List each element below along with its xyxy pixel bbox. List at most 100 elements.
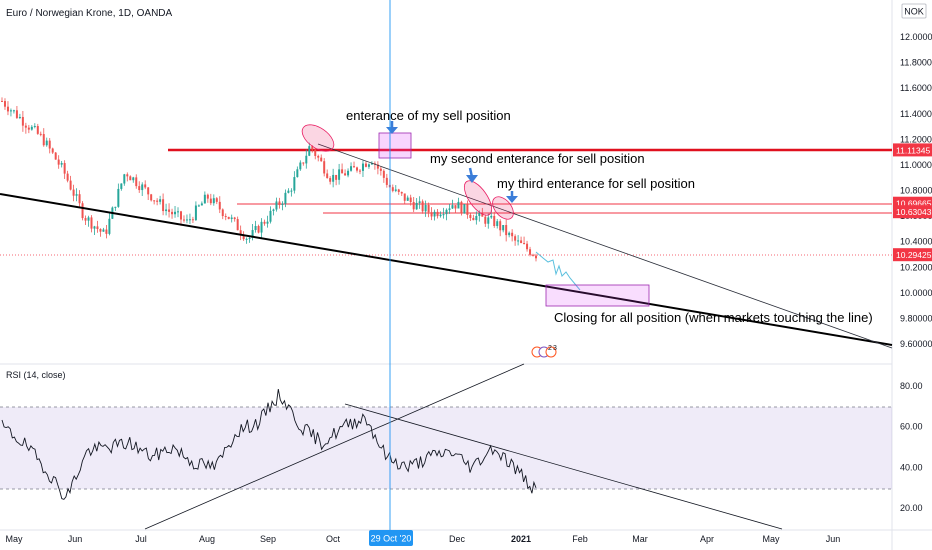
candle-body xyxy=(308,146,311,156)
target-box[interactable] xyxy=(545,284,650,307)
candle-body xyxy=(326,173,329,179)
time-tick-label: Dec xyxy=(449,534,466,544)
time-tick-label: Jun xyxy=(68,534,83,544)
candle-body xyxy=(30,126,33,130)
candle-body xyxy=(502,225,505,231)
candle-body xyxy=(15,110,18,118)
entry-ellipse-3[interactable] xyxy=(489,193,518,223)
time-tick-label: Mar xyxy=(632,534,648,544)
candle-body xyxy=(367,164,370,167)
candle-body xyxy=(472,217,475,221)
currency-badge[interactable] xyxy=(901,3,927,19)
candle-body xyxy=(478,212,481,216)
candle-body xyxy=(457,201,460,209)
price-label-badge xyxy=(893,143,932,157)
entry-box-1[interactable] xyxy=(378,132,412,159)
candle-body xyxy=(442,214,445,216)
annotation-third-entry[interactable]: my third enterance for sell position xyxy=(497,176,695,191)
candle-body xyxy=(206,194,209,199)
candle-body xyxy=(203,194,206,204)
annotation-closing[interactable]: Closing for all position (when markets t… xyxy=(554,310,873,325)
time-tick-label: May xyxy=(762,534,780,544)
candle-body xyxy=(463,204,466,214)
projection-path xyxy=(535,251,581,291)
candle-body xyxy=(135,177,138,187)
price-tick-label: 9.60000 xyxy=(900,339,932,349)
candle-body xyxy=(275,201,278,210)
events-badge-icon[interactable]: 2 3 xyxy=(531,345,557,358)
candle-body xyxy=(358,170,361,172)
candle-body xyxy=(350,166,353,171)
candle-body xyxy=(418,201,421,203)
price-label-badge xyxy=(893,248,932,262)
rsi-tick-label: 40.00 xyxy=(900,462,923,472)
candle-body xyxy=(356,167,359,171)
price-label-text: 10.29425 xyxy=(896,250,932,260)
candle-body xyxy=(221,209,224,217)
candle-body xyxy=(293,177,296,191)
entry-ellipse-1[interactable] xyxy=(298,119,339,156)
candle-body xyxy=(138,186,141,191)
candle-body xyxy=(120,183,123,189)
candle-body xyxy=(296,169,299,178)
candle-body xyxy=(126,174,129,177)
candle-body xyxy=(517,240,520,242)
rsi-line xyxy=(1,389,537,500)
candle-body xyxy=(397,189,400,192)
svg-text:2: 2 xyxy=(548,345,552,352)
rsi-ascending-trendline[interactable] xyxy=(144,363,525,530)
time-tick-label: Jul xyxy=(135,534,147,544)
candle-body xyxy=(508,232,511,236)
candle-body xyxy=(197,205,200,207)
candle-body xyxy=(90,217,93,229)
candle-body xyxy=(200,203,203,206)
candle-body xyxy=(400,191,403,194)
annotation-second-entry[interactable]: my second enterance for sell position xyxy=(430,151,645,166)
candle-body xyxy=(78,194,81,204)
candle-body xyxy=(150,194,153,201)
candle-body xyxy=(147,187,150,195)
candle-body xyxy=(505,225,508,236)
candle-body xyxy=(191,219,194,221)
entry-ellipse-2[interactable] xyxy=(459,176,497,219)
candle-body xyxy=(156,200,159,202)
candle-body xyxy=(108,218,111,234)
candle-body xyxy=(302,162,305,164)
candle-body xyxy=(370,163,373,165)
candle-body xyxy=(421,201,424,212)
rsi-descending-trendline[interactable] xyxy=(344,403,783,530)
candle-body xyxy=(141,184,144,191)
candle-body xyxy=(466,204,469,215)
candle-body xyxy=(174,211,177,215)
support-trendline[interactable] xyxy=(0,193,893,346)
crosshair-date-text: 29 Oct '20 xyxy=(371,534,412,544)
price-tick-label: 10.00000 xyxy=(900,288,932,298)
candle-body xyxy=(251,230,254,238)
rsi-band xyxy=(0,407,892,489)
candle-body xyxy=(99,229,102,232)
candle-body xyxy=(21,116,24,126)
rsi-title: RSI (14, close) xyxy=(6,370,66,380)
candle-body xyxy=(182,219,185,221)
candle-body xyxy=(445,209,448,215)
rsi-tick-label: 20.00 xyxy=(900,503,923,513)
candle-body xyxy=(117,188,120,207)
price-tick-label: 10.80000 xyxy=(900,186,932,196)
descending-trendline[interactable] xyxy=(317,143,893,349)
candle-body xyxy=(162,199,165,212)
candle-body xyxy=(409,197,412,203)
candle-body xyxy=(218,201,221,210)
time-tick-label: Sep xyxy=(260,534,276,544)
candle-body xyxy=(299,162,302,170)
candle-body xyxy=(278,201,281,205)
price-tick-label: 10.20000 xyxy=(900,262,932,272)
candle-body xyxy=(66,173,69,181)
candle-body xyxy=(493,215,496,227)
candle-body xyxy=(254,225,257,231)
annotation-first-entry[interactable]: enterance of my sell position xyxy=(346,108,511,123)
candle-body xyxy=(188,219,191,221)
candle-body xyxy=(526,243,529,250)
candle-body xyxy=(272,209,275,211)
candle-body xyxy=(185,219,188,221)
